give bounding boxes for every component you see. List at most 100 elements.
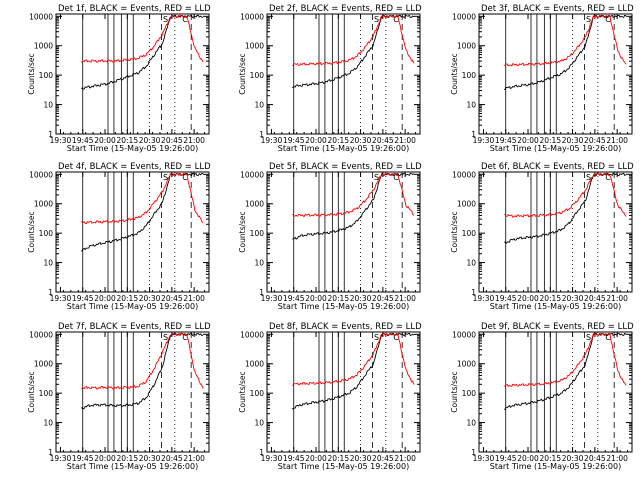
x-tick-label: 20:45 — [161, 136, 183, 145]
x-tick-label: 20:15 — [539, 294, 561, 303]
y-tick-label: 10000 — [240, 12, 264, 21]
x-tick-label: 21:00 — [183, 294, 205, 303]
y-tick-label: 10000 — [240, 330, 264, 339]
y-axis-label: Counts/sec — [27, 53, 36, 94]
x-tick-label: 20:15 — [539, 454, 561, 463]
y-tick-label: 10000 — [29, 330, 53, 339]
y-tick-label: 1000 — [457, 200, 476, 209]
plot-frame — [55, 13, 210, 135]
y-tick-label: 100 — [462, 71, 477, 80]
x-tick-label: 21:00 — [394, 454, 416, 463]
x-tick-label: 20:00 — [305, 454, 327, 463]
y-tick-label: 1 — [48, 448, 53, 457]
x-axis-label: Start Time (15-May-05 19:26:00) — [278, 302, 409, 311]
x-tick-label: 19:45 — [72, 454, 94, 463]
x-tick-label: 19:45 — [495, 454, 517, 463]
chart-title: Det 3f, BLACK = Events, RED = LLD — [481, 4, 634, 14]
chart-title: Det 8f, BLACK = Events, RED = LLD — [269, 322, 422, 332]
y-tick-label: 1000 — [457, 42, 476, 51]
marker-s: S — [374, 15, 379, 24]
lld-series-line — [81, 172, 204, 224]
marker-s: S — [586, 173, 591, 182]
x-tick-label: 20:30 — [139, 136, 161, 145]
x-tick-label: 20:00 — [305, 136, 327, 145]
y-tick-label: 1 — [471, 130, 476, 139]
chart-title: Det 5f, BLACK = Events, RED = LLD — [269, 162, 422, 172]
y-tick-label: 1 — [471, 448, 476, 457]
x-tick-label: 20:30 — [562, 294, 584, 303]
x-axis-label: Start Time (15-May-05 19:26:00) — [490, 462, 621, 471]
chart-panel-3: Det 3f, BLACK = Events, RED = LLD 1 10 100 1… — [450, 4, 634, 153]
x-axis-label: Start Time (15-May-05 19:26:00) — [67, 144, 198, 153]
y-axis-label: Counts/sec — [450, 371, 459, 412]
y-tick-label: 1000 — [245, 200, 264, 209]
chart-title: Det 9f, BLACK = Events, RED = LLD — [481, 322, 634, 332]
lld-series-line — [504, 14, 627, 67]
x-tick-label: 21:00 — [394, 294, 416, 303]
x-tick-label: 20:45 — [161, 454, 183, 463]
y-tick-label: 1000 — [34, 200, 53, 209]
y-tick-label: 100 — [462, 389, 477, 398]
events-series-line — [504, 332, 627, 411]
x-tick-label: 21:00 — [606, 294, 628, 303]
x-tick-label: 20:00 — [94, 294, 116, 303]
x-tick-label: 20:15 — [327, 294, 349, 303]
marker-s: S — [586, 15, 591, 24]
y-axis-label: Counts/sec — [238, 53, 247, 94]
marker-s: S — [163, 173, 168, 182]
y-tick-label: 10 — [43, 259, 53, 268]
events-series-line — [292, 14, 415, 89]
plot-frame — [478, 171, 633, 293]
events-series-line — [504, 14, 627, 90]
plot-frame — [266, 171, 421, 293]
x-tick-label: 20:00 — [517, 136, 539, 145]
x-tick-label: 20:15 — [327, 454, 349, 463]
y-axis-label: Counts/sec — [450, 211, 459, 252]
events-series-line — [81, 172, 204, 252]
x-axis-label: Start Time (15-May-05 19:26:00) — [67, 302, 198, 311]
lld-series-line — [504, 332, 627, 387]
x-tick-label: 19:45 — [495, 136, 517, 145]
y-tick-label: 1000 — [245, 42, 264, 51]
y-tick-label: 100 — [39, 229, 54, 238]
y-tick-label: 1000 — [245, 360, 264, 369]
chart-panel-4: Det 4f, BLACK = Events, RED = LLD 1 10 100 1… — [27, 162, 211, 311]
x-axis-label: Start Time (15-May-05 19:26:00) — [490, 144, 621, 153]
y-tick-label: 1 — [259, 448, 264, 457]
lld-series-line — [292, 172, 415, 217]
x-tick-label: 20:30 — [139, 454, 161, 463]
chart-title: Det 4f, BLACK = Events, RED = LLD — [58, 162, 211, 172]
chart-title: Det 7f, BLACK = Events, RED = LLD — [58, 322, 211, 332]
x-tick-label: 19:45 — [72, 136, 94, 145]
marker-c: C — [393, 333, 399, 342]
x-axis-label: Start Time (15-May-05 19:26:00) — [278, 144, 409, 153]
x-tick-label: 20:00 — [94, 454, 116, 463]
marker-s: S — [374, 333, 379, 342]
x-tick-label: 20:00 — [305, 294, 327, 303]
events-series-line — [81, 14, 204, 90]
y-tick-label: 1000 — [34, 42, 53, 51]
marker-c: C — [605, 15, 611, 24]
marker-s: S — [163, 15, 168, 24]
x-tick-label: 20:45 — [584, 454, 606, 463]
x-tick-label: 20:15 — [116, 294, 138, 303]
x-tick-label: 20:30 — [350, 454, 372, 463]
x-tick-label: 20:30 — [562, 454, 584, 463]
x-tick-label: 21:00 — [606, 454, 628, 463]
x-tick-label: 20:00 — [94, 136, 116, 145]
lld-series-line — [292, 14, 415, 67]
y-axis-label: Counts/sec — [27, 211, 36, 252]
y-axis-label: Counts/sec — [27, 371, 36, 412]
marker-s: S — [586, 333, 591, 342]
x-tick-label: 19:30 — [261, 136, 283, 145]
x-tick-label: 19:45 — [283, 294, 305, 303]
x-tick-label: 21:00 — [183, 454, 205, 463]
lld-series-line — [504, 172, 627, 218]
y-tick-label: 10 — [254, 419, 264, 428]
marker-c: C — [182, 333, 188, 342]
x-axis-label: Start Time (15-May-05 19:26:00) — [67, 462, 198, 471]
y-axis-label: Counts/sec — [450, 53, 459, 94]
y-tick-label: 100 — [250, 71, 265, 80]
marker-c: C — [605, 173, 611, 182]
